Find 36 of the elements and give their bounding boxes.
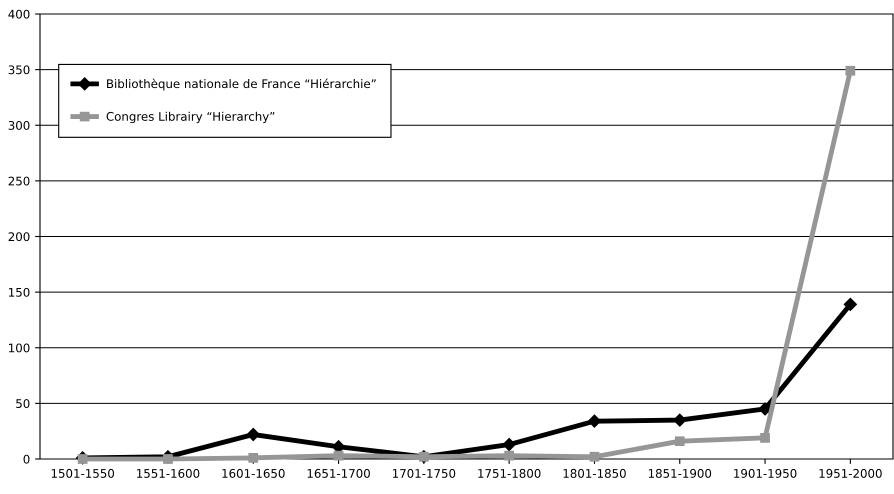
y-tick-label: 150 <box>9 288 30 297</box>
y-tick-label: 200 <box>8 232 30 242</box>
x-tick-label: 1501-1550 <box>52 468 114 478</box>
point <box>845 66 856 76</box>
x-tick-label: 1651-1700 <box>308 468 370 478</box>
y-tick-label: 50 <box>16 399 30 408</box>
point <box>674 436 685 446</box>
point <box>334 450 344 461</box>
point <box>590 452 600 462</box>
x-tick-label: 1751-1800 <box>478 468 541 478</box>
x-tick-label: 1601-1650 <box>222 468 285 478</box>
x-tick-label: 1901-1950 <box>734 468 796 478</box>
legend-label: Congres Librairy “Hierarchy” <box>106 112 274 124</box>
point <box>588 414 602 428</box>
point <box>246 428 260 442</box>
x-tick-label: 1951-2000 <box>819 468 882 478</box>
y-tick-label: 100 <box>9 343 30 352</box>
x-tick-label: 1801-1850 <box>564 468 626 478</box>
point <box>760 433 770 443</box>
point <box>673 413 686 427</box>
x-tick-label: 1701-1750 <box>392 468 456 478</box>
point <box>502 438 516 452</box>
x-tick-label: 1551-1600 <box>137 468 200 478</box>
legend-label: Bibliothèque nationale de France “Hiérarchie” <box>107 78 376 90</box>
point <box>163 454 173 464</box>
point <box>78 454 88 464</box>
point <box>248 453 258 463</box>
y-tick-label: 0 <box>24 454 30 464</box>
y-tick-label: 400 <box>8 10 30 19</box>
x-tick-label: 1851-1900 <box>648 468 712 478</box>
point <box>844 298 857 311</box>
point <box>758 402 772 416</box>
y-tick-label: 350 <box>8 65 30 74</box>
y-tick-label: 250 <box>8 176 30 186</box>
y-tick-label: 300 <box>8 120 30 130</box>
point <box>504 450 514 461</box>
